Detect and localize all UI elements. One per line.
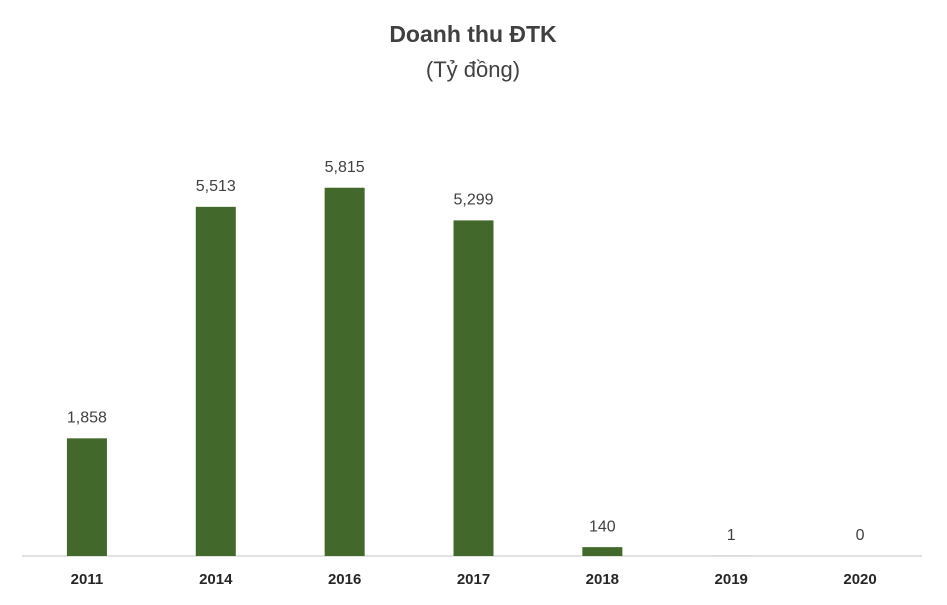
value-label: 1,858 [67, 410, 107, 427]
x-tick-label: 2019 [715, 571, 748, 588]
bar [195, 206, 236, 557]
value-label: 5,513 [196, 178, 236, 195]
bar [453, 220, 494, 556]
x-tick-label: 2020 [843, 571, 876, 588]
bar [582, 547, 623, 556]
chart-subtitle: (Tỷ đồng) [426, 57, 520, 82]
x-tick-label: 2014 [199, 571, 233, 588]
x-tick-label: 2017 [457, 571, 490, 588]
bar [66, 438, 107, 556]
bar [324, 187, 365, 556]
value-label: 1 [727, 527, 736, 544]
x-tick-label: 2016 [328, 571, 361, 588]
value-label: 140 [589, 518, 616, 535]
value-label: 5,815 [325, 159, 365, 176]
chart-title: Doanh thu ĐTK [389, 21, 557, 47]
value-label: 0 [856, 527, 865, 544]
value-label: 5,299 [453, 192, 493, 209]
x-tick-label: 2011 [71, 571, 104, 588]
x-tick-label: 2018 [586, 571, 619, 588]
